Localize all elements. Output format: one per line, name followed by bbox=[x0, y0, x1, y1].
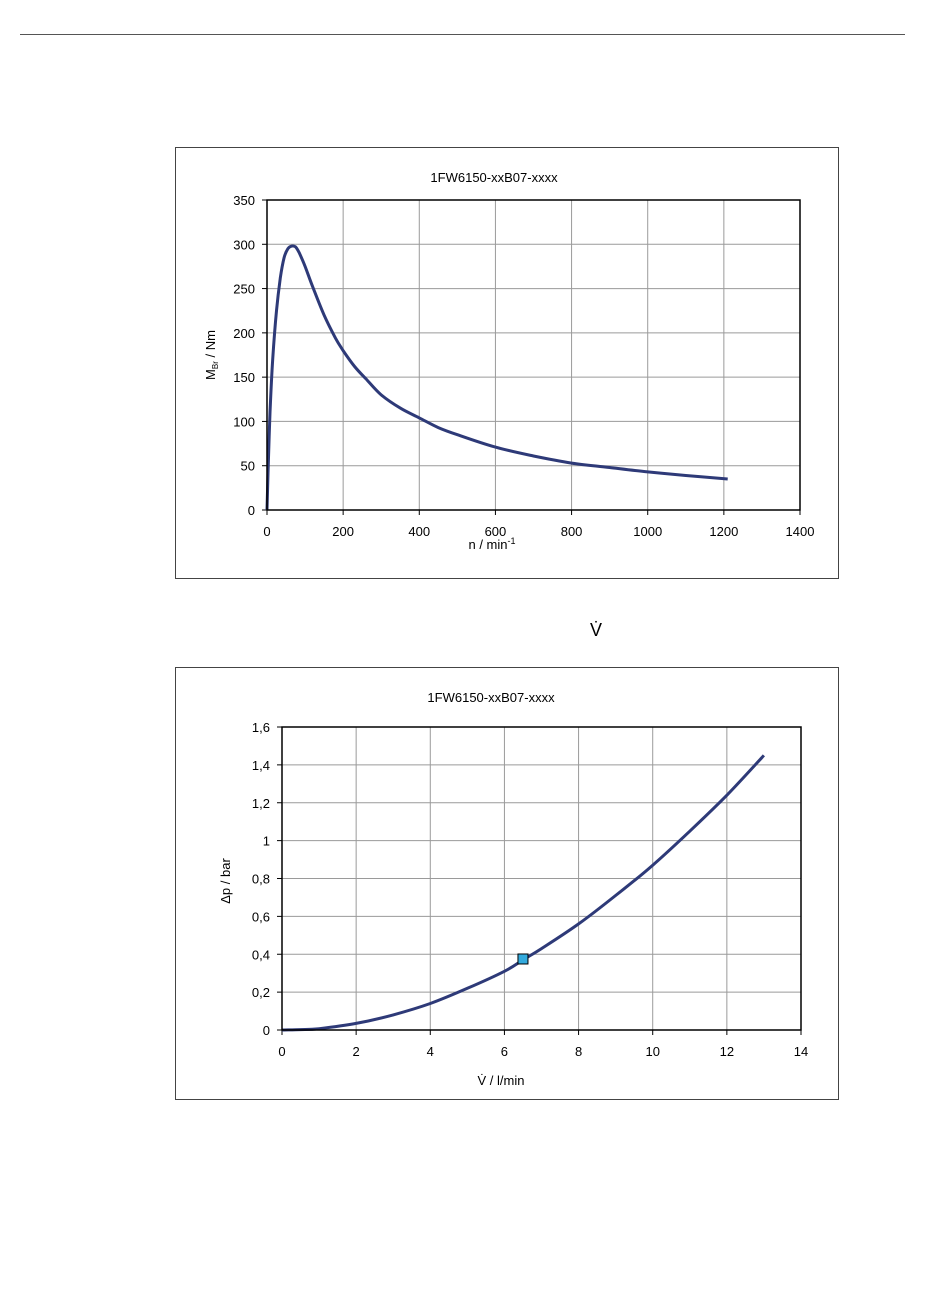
y-tick-label: 50 bbox=[241, 459, 255, 474]
top-rule bbox=[20, 34, 905, 35]
chart2-title: 1FW6150-xxB07-xxxx bbox=[427, 690, 555, 705]
chart2-plot-border bbox=[281, 726, 802, 1031]
x-tick-label: 10 bbox=[645, 1044, 659, 1059]
x-tick-label: 0 bbox=[263, 524, 270, 539]
x-tick-label: 400 bbox=[408, 524, 430, 539]
y-tick-label: 150 bbox=[233, 370, 255, 385]
y-tick-label: 0,6 bbox=[252, 909, 270, 924]
x-tick-label: 1000 bbox=[633, 524, 662, 539]
x-tick-label: 200 bbox=[332, 524, 354, 539]
chart1-torque-curve bbox=[265, 244, 728, 511]
chart1-y-axis-label: MBr / Nm bbox=[203, 330, 220, 380]
chart1-plot-border bbox=[266, 199, 801, 511]
pressure-drop-svg: 1FW6150-xxB07-xxxx 0 0,2 0,4 0,6 0,8 1 1,2 1,4 1… bbox=[218, 690, 808, 1088]
flow-rate-symbol: V̇ bbox=[590, 620, 603, 640]
y-tick-label: 0 bbox=[263, 1023, 270, 1038]
x-tick-label: 800 bbox=[561, 524, 583, 539]
y-tick-label: 300 bbox=[233, 237, 255, 252]
y-tick-label: 100 bbox=[233, 414, 255, 429]
chart1-plot-area bbox=[267, 200, 800, 510]
braking-torque-chart: 1FW6150-xxB07-xxxx 0 50 100 150 200 250 300 350… bbox=[175, 147, 839, 579]
braking-torque-svg: 1FW6150-xxB07-xxxx 0 50 100 150 200 250 300 350… bbox=[203, 170, 814, 552]
chart1-x-axis-label-sup: -1 bbox=[508, 536, 516, 546]
x-tick-label: 6 bbox=[501, 1044, 508, 1059]
chart2-x-ticks: 0 2 4 6 8 10 12 14 bbox=[278, 1030, 808, 1059]
y-tick-label: 0 bbox=[248, 503, 255, 518]
x-tick-label: 8 bbox=[575, 1044, 582, 1059]
chart1-y-ticks: 0 50 100 150 200 250 300 350 bbox=[233, 193, 267, 518]
y-tick-label: 0,4 bbox=[252, 947, 270, 962]
chart1-x-axis-label: n / min-1 bbox=[468, 536, 515, 552]
chart2-y-ticks: 0 0,2 0,4 0,6 0,8 1 1,2 1,4 1,6 bbox=[252, 720, 282, 1038]
y-tick-label: 0,8 bbox=[252, 872, 270, 887]
y-tick-label: 0,2 bbox=[252, 985, 270, 1000]
x-tick-label: 12 bbox=[720, 1044, 734, 1059]
x-tick-label: 600 bbox=[485, 524, 507, 539]
y-tick-label: 350 bbox=[233, 193, 255, 208]
chart1-y-axis-label-sub: Br bbox=[211, 361, 220, 369]
y-tick-label: 1 bbox=[263, 834, 270, 849]
chart1-x-ticks: 0 200 400 600 800 1000 1200 1400 bbox=[263, 510, 814, 539]
x-tick-label: 14 bbox=[794, 1044, 808, 1059]
y-tick-label: 1,2 bbox=[252, 796, 270, 811]
x-tick-label: 1200 bbox=[709, 524, 738, 539]
chart2-pressure-curve bbox=[281, 754, 766, 1032]
chart2-x-axis-label: V̇ / l/min bbox=[478, 1073, 525, 1088]
y-tick-label: 1,6 bbox=[252, 720, 270, 735]
x-tick-label: 4 bbox=[427, 1044, 434, 1059]
x-tick-label: 0 bbox=[278, 1044, 285, 1059]
y-tick-label: 200 bbox=[233, 326, 255, 341]
chart1-title: 1FW6150-xxB07-xxxx bbox=[430, 170, 558, 185]
y-tick-label: 250 bbox=[233, 282, 255, 297]
y-tick-label: 1,4 bbox=[252, 758, 270, 773]
x-tick-label: 2 bbox=[353, 1044, 360, 1059]
chart2-operating-point-marker bbox=[517, 953, 529, 965]
x-tick-label: 1400 bbox=[786, 524, 815, 539]
pressure-drop-chart: 1FW6150-xxB07-xxxx 0 0,2 0,4 0,6 0,8 1 1,2 1,4 1… bbox=[175, 667, 839, 1100]
chart2-y-axis-label: Δp / bar bbox=[218, 858, 233, 904]
